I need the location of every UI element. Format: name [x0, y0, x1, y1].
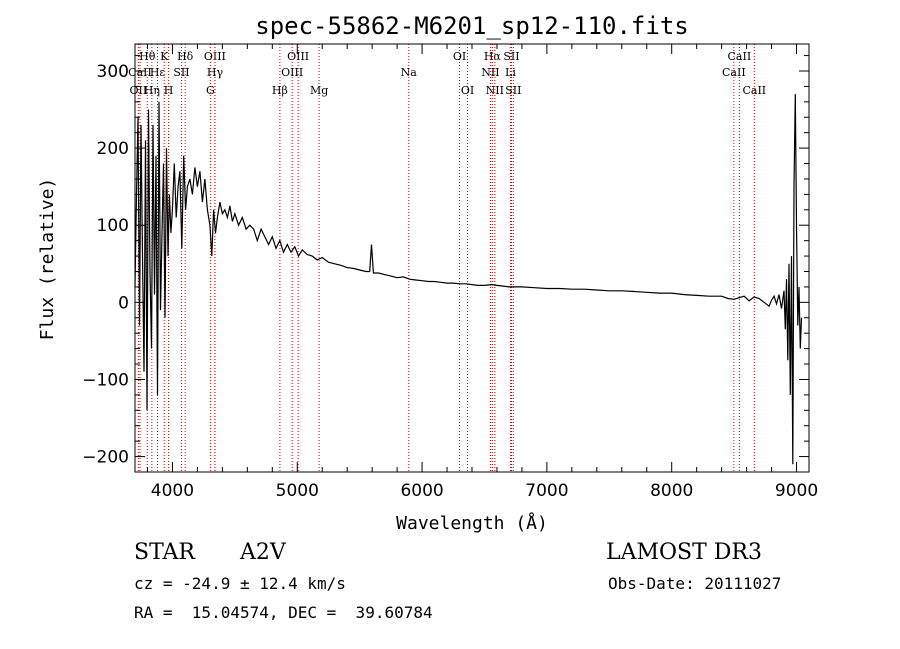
y-tick-label: 0 [118, 293, 129, 313]
y-axis-label: Flux (relative) [37, 178, 58, 341]
x-tick-label: 9000 [775, 481, 818, 501]
spectral-line-label: CaII [722, 66, 746, 79]
spectral-line-label: OII [130, 84, 148, 97]
spectral-line-label: Hθ [139, 50, 156, 63]
spectral-line-label: SII [173, 66, 189, 79]
spectral-line-label: Mg [310, 84, 328, 97]
spectral-line-label: Na [401, 66, 418, 79]
axis-ticks: 4000 5000 6000 7000 8000 9000 −200 −100 0 100 200 3… [82, 44, 818, 501]
y-tick-label: −100 [82, 370, 129, 390]
x-tick-label: 4000 [151, 481, 194, 501]
spectral-line-label: Hδ [177, 50, 194, 63]
spectral-line-label: OI [453, 50, 466, 63]
spectral-line-label: SII [505, 84, 521, 97]
spectral-line-label: Li [505, 66, 516, 79]
spectral-line-label: OI [461, 84, 474, 97]
spectral-line-label: OIII [287, 50, 309, 63]
x-tick-label: 7000 [525, 481, 568, 501]
object-class: STAR [134, 540, 195, 565]
plot-frame [134, 43, 810, 473]
y-tick-label: 200 [97, 139, 129, 159]
y-tick-label: 100 [97, 216, 129, 236]
spectrum-line [134, 94, 803, 465]
observation-date: Obs-Date: 20111027 [608, 574, 782, 593]
spectral-line-label: Hβ [272, 84, 288, 97]
redshift-velocity: cz = -24.9 ± 12.4 km/s [134, 574, 346, 593]
chart-title: spec-55862-M6201_sp12-110.fits [255, 12, 688, 40]
spectral-line-label: Hγ [207, 66, 224, 79]
spectral-line-label: K [160, 50, 169, 63]
x-tick-label: 6000 [400, 481, 443, 501]
spectrum-chart: spec-55862-M6201_sp12-110.fits Hθ OII CaII… [37, 12, 818, 534]
spectral-line-label: SII [503, 50, 519, 63]
spectral-line-label: NII [486, 84, 504, 97]
coordinates: RA = 15.04574, DEC = 39.60784 [134, 603, 433, 622]
spectral-line-label: CaII [128, 66, 152, 79]
x-tick-label: 8000 [650, 481, 693, 501]
spectral-line-label: Hε [150, 66, 166, 79]
spectral-line-label: H [164, 84, 174, 97]
spectral-line-label: G [206, 84, 215, 97]
spectral-line-label: OIII [281, 66, 303, 79]
y-tick-label: −200 [82, 448, 129, 468]
object-subclass: A2V [240, 540, 286, 565]
y-tick-label: 300 [97, 62, 129, 82]
x-tick-label: 5000 [276, 481, 319, 501]
spectral-line-label: CaII [742, 84, 766, 97]
spectral-line-label: CaII [728, 50, 752, 63]
spectral-line-label: Hη [144, 84, 160, 97]
x-axis-label: Wavelength (Å) [396, 512, 548, 534]
survey-name: LAMOST DR3 [606, 540, 762, 565]
spectral-line-label: NII [481, 66, 499, 79]
spectral-line-label: Hα [484, 50, 502, 63]
